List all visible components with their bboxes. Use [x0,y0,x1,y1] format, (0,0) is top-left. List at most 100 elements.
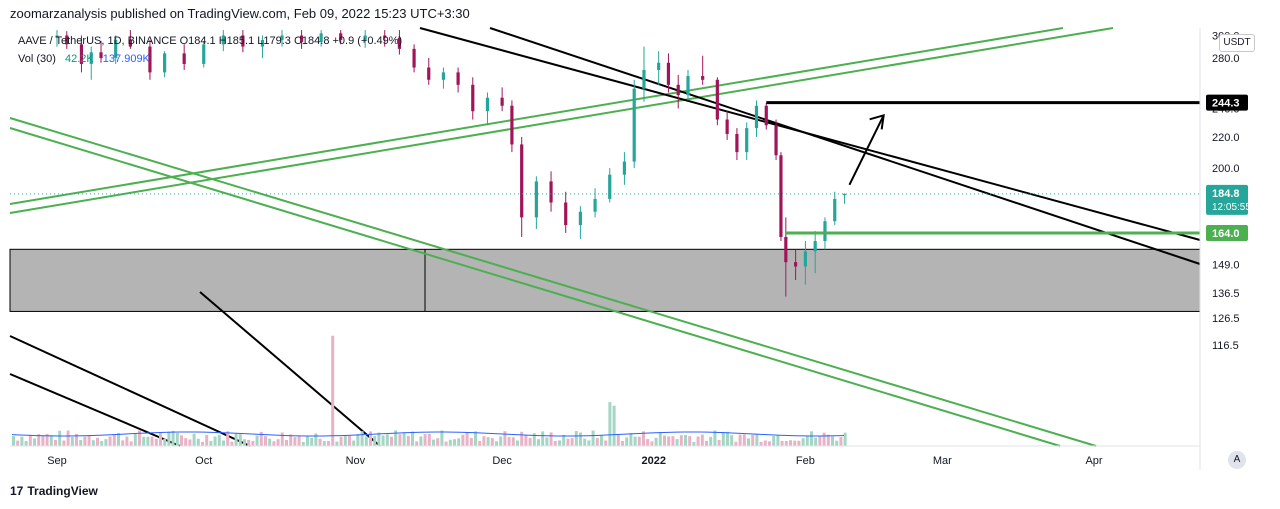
candle[interactable] [471,77,475,120]
candle[interactable] [99,41,103,63]
candle[interactable] [412,44,416,73]
price-tick-label: 116.5 [1212,340,1239,352]
candle-body [412,48,416,68]
candle[interactable] [794,249,798,281]
candle[interactable] [686,69,690,101]
candle[interactable] [842,193,847,204]
black-trend-line-3[interactable] [9,335,251,447]
candle[interactable] [520,136,524,237]
candle[interactable] [485,92,490,126]
volume-bar [553,440,557,446]
candle[interactable] [578,206,582,239]
candle[interactable] [564,191,568,233]
candle[interactable] [622,152,627,185]
volume-bar [486,437,490,446]
candle[interactable] [510,100,514,153]
candle[interactable] [79,35,84,73]
candle[interactable] [774,119,778,160]
symbol-legend[interactable]: AAVE / TetherUS, 1D, BINANCE O184.1 H185… [18,35,403,47]
black-trend-line-2[interactable] [489,27,1201,265]
black-trend-line-5[interactable] [199,291,381,447]
candle[interactable] [148,39,152,80]
volume-bar [667,436,671,446]
candle[interactable] [666,53,671,93]
candle[interactable] [779,152,783,242]
candle[interactable] [549,171,553,212]
candle[interactable] [715,77,719,126]
candle[interactable] [833,191,837,226]
green-channel-line-2[interactable] [9,27,1114,214]
candle[interactable] [441,67,446,89]
time-tick-label: Apr [1085,455,1102,467]
candle[interactable] [813,230,817,274]
candle[interactable] [280,30,284,47]
black-trend-line-4[interactable] [9,373,181,447]
plot-area[interactable] [10,28,1200,446]
candle[interactable] [363,30,367,48]
candle[interactable] [339,30,343,45]
candle[interactable] [745,122,749,160]
candle[interactable] [427,58,431,85]
candle[interactable] [593,188,597,218]
candle[interactable] [657,51,661,85]
candle[interactable] [725,111,729,140]
candle[interactable] [500,87,504,112]
candle[interactable] [89,46,93,80]
candle[interactable] [221,30,225,52]
candle[interactable] [241,30,245,53]
volume-bar [688,436,692,446]
candle[interactable] [319,30,323,47]
currency-badge[interactable]: USDT [1219,34,1255,52]
candle[interactable] [65,31,69,49]
candle[interactable] [163,51,167,78]
candle-body [608,174,612,199]
candle[interactable] [803,241,808,285]
volume-bar [343,435,347,446]
tradingview-branding[interactable]: 17 TradingView [10,484,98,498]
volume-value: 42.2K [64,53,94,65]
candle[interactable] [397,30,402,55]
candle[interactable] [735,128,739,160]
price-tick-label: 136.5 [1212,288,1240,300]
volume-bar [75,433,78,446]
candle[interactable] [456,67,460,93]
volume-bar [822,432,826,446]
volume-bar [91,440,95,446]
candle[interactable] [260,35,265,59]
auto-scale-button[interactable]: A [1228,451,1246,469]
candle[interactable] [701,55,705,85]
volume-bar [79,439,83,446]
candle[interactable] [632,79,636,169]
volume-bar [419,436,423,446]
candle[interactable] [764,103,768,130]
candle[interactable] [608,168,612,203]
candle[interactable] [128,30,132,49]
candle[interactable] [114,35,118,64]
support-zone-rect[interactable] [9,248,1201,312]
candle[interactable] [676,74,680,109]
candle[interactable] [299,30,304,49]
volume-bar [310,437,314,446]
volume-bar [117,432,120,446]
candle[interactable] [202,41,206,68]
candle[interactable] [642,46,646,102]
volume-bar [369,431,372,446]
candle[interactable] [784,217,788,297]
candle[interactable] [534,176,538,229]
candle[interactable] [383,30,387,47]
projection-arrow-line[interactable] [848,114,885,186]
candle[interactable] [55,30,59,47]
volume-bar [717,439,721,446]
green-channel-line-1[interactable] [9,27,1064,205]
green-channel-line-4[interactable] [9,127,1061,447]
green-channel-line-3[interactable] [9,117,1097,447]
volume-layer [11,335,847,446]
candle[interactable] [754,100,759,137]
candle[interactable] [182,44,186,70]
volume-bar [730,435,734,446]
volume-bar [16,440,20,446]
candle-body [427,67,431,80]
volume-bar [801,438,805,446]
volume-legend[interactable]: Vol (30) 42.2K 137.909K [18,53,150,65]
